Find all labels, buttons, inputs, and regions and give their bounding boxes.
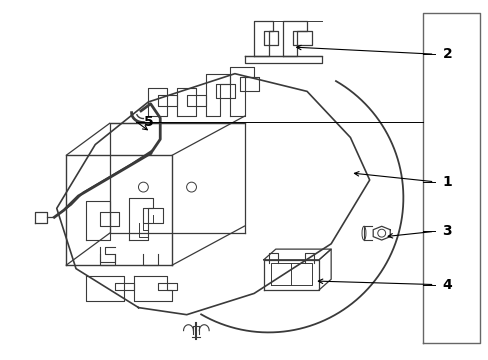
Text: 2: 2: [442, 47, 451, 61]
Text: 5: 5: [143, 114, 153, 129]
Text: 4: 4: [442, 278, 451, 292]
Text: 1: 1: [442, 175, 451, 189]
Text: 3: 3: [442, 224, 451, 238]
